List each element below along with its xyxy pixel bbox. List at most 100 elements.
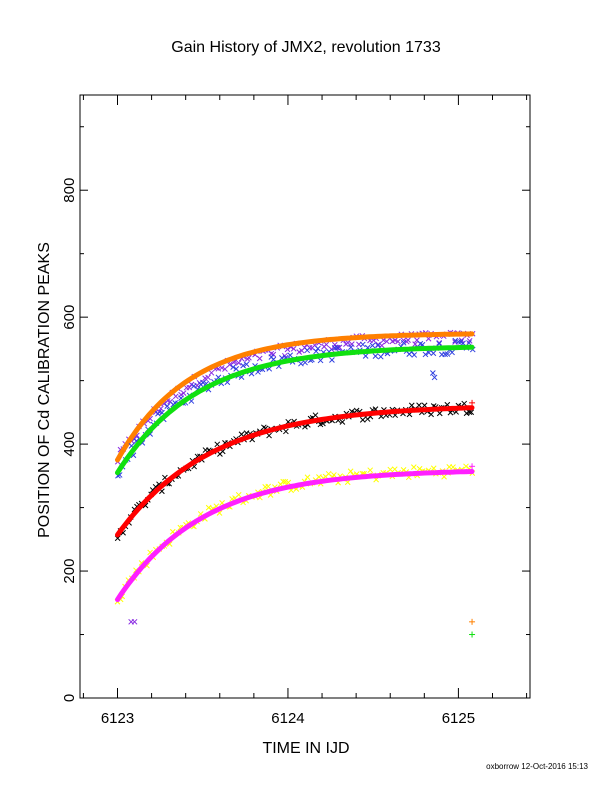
axes: 0 200 400 600 800 6123 6124 6125 [61,95,530,727]
data-point [372,353,379,360]
data-point [452,337,459,344]
data-point [315,345,321,352]
data-point [362,353,369,359]
data-point [428,411,434,418]
data-point [466,409,473,415]
data-point [190,383,197,389]
data-point [155,410,161,417]
data-point [243,361,250,368]
data-point [200,379,206,386]
data-point [369,342,376,349]
data-point [353,407,360,414]
series-5 [115,405,475,538]
data-point [180,390,187,396]
data-point [312,412,319,419]
data-point [339,419,346,425]
data-point [336,344,343,351]
y-tick-label: 200 [61,559,78,584]
y-axis-label: POSITION OF Cd CALIBRATION PEAKS [36,242,53,538]
outlier-point [429,370,436,376]
data-point [436,340,443,347]
data-point [265,483,272,490]
data-point [235,359,242,366]
data-point [422,351,429,358]
data-point [359,341,366,348]
fit-line [115,344,475,476]
outlier-point [431,374,438,381]
plot-area [114,329,476,638]
y-tick-label: 400 [61,432,78,457]
data-point [436,339,443,346]
data-point [235,491,242,498]
x-tick-label: 6125 [442,710,475,727]
fit-line [115,405,475,538]
series-7 [115,469,475,603]
data-point [458,337,465,344]
data-point [400,339,407,346]
chart-title: Gain History of JMX2, revolution 1733 [171,39,441,56]
data-point [205,374,211,381]
data-point [233,366,240,372]
data-point [164,403,171,409]
data-point [411,352,418,358]
data-point [304,347,311,354]
x-tick-label: 6123 [101,710,134,727]
data-point [430,350,437,357]
data-point [240,362,246,369]
data-point [463,463,469,470]
data-point [387,466,394,473]
data-point [208,369,215,376]
plot-frame [79,94,531,699]
data-point [449,349,455,356]
data-point [455,338,462,345]
data-point [444,351,451,357]
data-point [226,361,233,368]
data-point [347,468,354,475]
data-point [334,344,341,351]
footer-credit: oxborrow 12-Oct-2016 15:13 [486,762,588,771]
series-3 [115,344,475,476]
y-tick-label: 600 [61,305,78,330]
data-point [331,472,337,478]
data-point [425,349,432,356]
outlier-point [469,631,476,638]
data-point [313,348,319,355]
data-point [316,474,322,480]
data-point [359,416,366,423]
data-point [468,409,475,416]
data-point [421,402,428,409]
data-point [392,337,398,344]
data-point [284,346,291,353]
data-point [345,339,351,346]
data-point [430,465,437,472]
x-tick-label: 6124 [271,710,304,727]
data-point [214,441,221,448]
data-point [395,338,401,345]
data-point [323,341,330,348]
fit-line [115,469,475,603]
outlier-point [469,399,476,406]
data-point [186,384,193,391]
data-point [172,393,179,400]
data-point [205,504,212,511]
data-point [367,467,374,474]
data-point [230,364,237,370]
data-point [466,340,472,346]
data-point [408,402,415,409]
data-point [290,345,297,352]
data-point [450,464,456,470]
data-point [442,351,448,358]
data-point [256,355,263,362]
data-point [218,364,225,371]
data-point [405,337,411,343]
data-point [287,352,294,359]
data-point [461,400,468,407]
data-point [238,431,245,438]
data-point [266,432,272,439]
data-point [416,402,422,409]
outlier-point [469,463,476,470]
data-point [302,359,308,366]
outlier-point [469,618,476,625]
data-point [298,360,304,367]
